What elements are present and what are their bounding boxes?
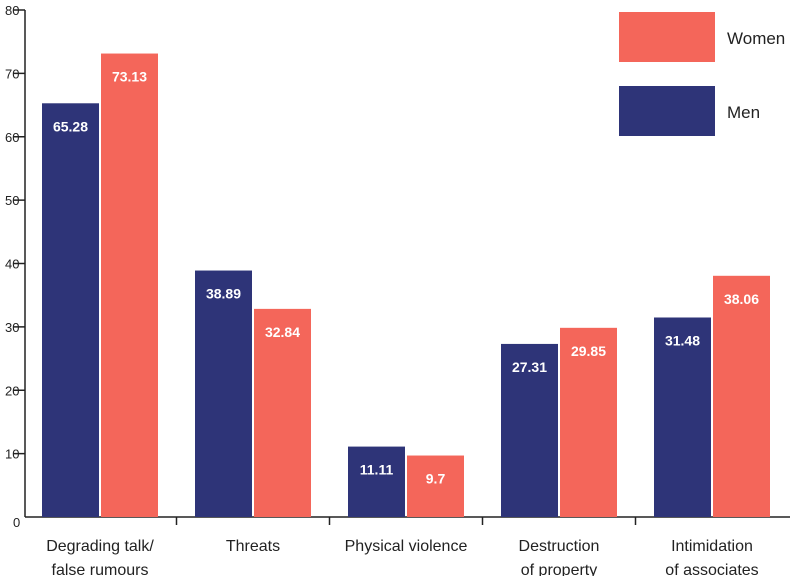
x-category-label: of property — [521, 562, 597, 576]
bar-women — [713, 275, 770, 517]
y-tick-label: 20 — [5, 383, 19, 398]
x-category-label: Degrading talk/ — [46, 538, 154, 555]
bar-women — [560, 327, 617, 517]
bar-women — [407, 455, 464, 517]
y-tick-label: 0 — [13, 515, 20, 530]
bar-women — [254, 308, 311, 517]
bar-men — [654, 317, 711, 517]
bar-value-label: 31.48 — [665, 332, 700, 348]
x-axis: Degrading talk/false rumours Threats Physi… — [25, 516, 790, 576]
legend-label-women: Women — [727, 29, 785, 48]
y-tick-label: 30 — [5, 320, 19, 335]
bar-value-label: 9.7 — [426, 471, 446, 487]
x-category-label: Threats — [226, 538, 280, 555]
bar-men — [348, 446, 405, 517]
bar-women — [101, 53, 158, 517]
y-tick-label: 10 — [5, 447, 19, 462]
y-tick-label: 60 — [5, 130, 19, 145]
bar-value-label: 38.06 — [724, 291, 759, 307]
bar-value-label: 65.28 — [53, 118, 88, 134]
bar-value-label: 32.84 — [265, 324, 300, 340]
bar-value-label: 29.85 — [571, 343, 606, 359]
y-tick-label: 50 — [5, 193, 19, 208]
bar-value-label: 11.11 — [360, 462, 394, 478]
x-category-label: Physical violence — [345, 538, 468, 555]
y-axis: 0 10 20 30 40 50 60 70 80 — [5, 3, 26, 530]
x-category-label: Destruction — [519, 538, 600, 555]
legend-swatch-men — [619, 86, 715, 136]
legend-label-men: Men — [727, 103, 760, 122]
bar-men — [195, 270, 252, 517]
bar-value-label: 73.13 — [112, 69, 147, 85]
y-tick-label: 70 — [5, 66, 19, 81]
bar-men — [501, 343, 558, 517]
y-tick-label: 40 — [5, 257, 19, 272]
bar-value-label: 38.89 — [206, 286, 241, 302]
bars: 65.28 73.13 38.89 32.84 11.11 9.7 27.31 29.85 31… — [42, 53, 770, 518]
legend-swatch-women — [619, 12, 715, 62]
x-category-label: false rumours — [52, 562, 149, 576]
y-tick-label: 80 — [5, 3, 19, 18]
bar-value-label: 27.31 — [512, 359, 547, 375]
legend: Women Men — [619, 12, 785, 136]
bar-men — [42, 103, 99, 518]
x-category-label: of associates — [665, 562, 758, 576]
x-category-label: Intimidation — [671, 538, 753, 555]
